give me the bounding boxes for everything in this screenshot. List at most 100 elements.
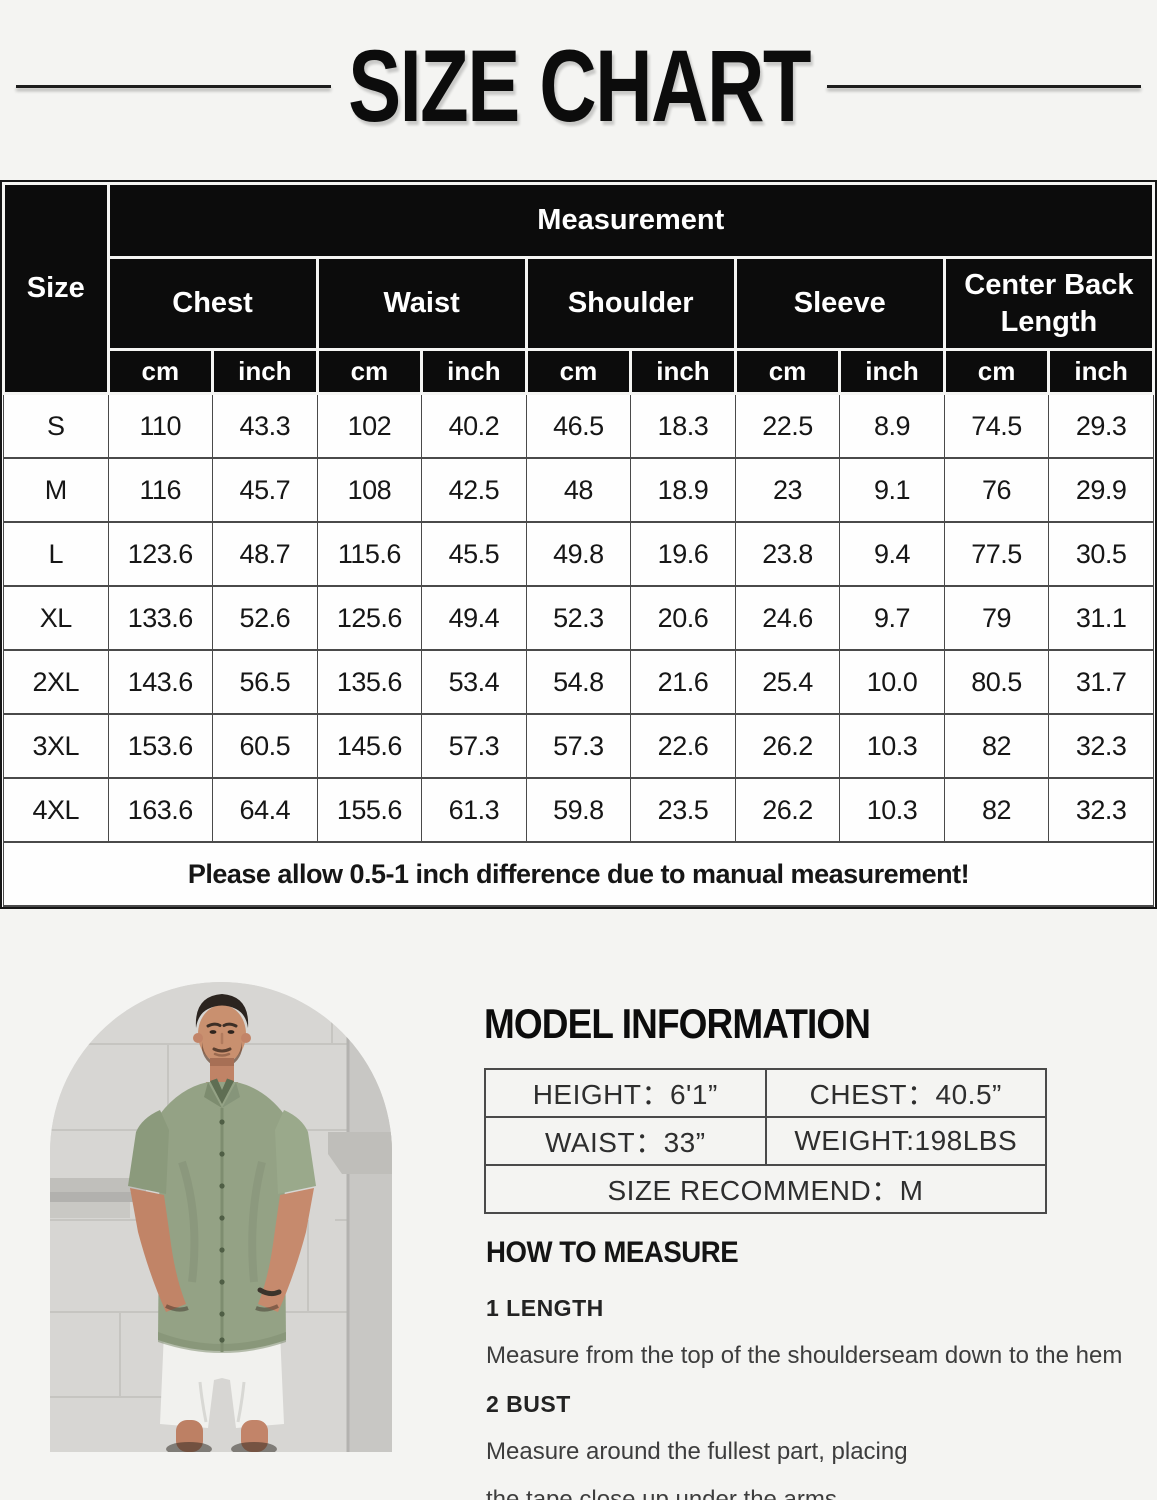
unit-header-inch: inch xyxy=(838,348,946,395)
size-table-wrap: Size Measurement Chest Waist Shoulder Sleev… xyxy=(0,180,1157,909)
measurement-value-cell: 31.7 xyxy=(1048,649,1154,715)
measurement-value-cell: 49.4 xyxy=(421,585,527,651)
size-row-3xl: 3XL 153.6 60.5 145.6 57.3 57.3 22.6 26.2 10.3 82 3… xyxy=(3,713,1154,779)
measurement-value-cell: 9.4 xyxy=(839,521,945,587)
model-information-heading: MODEL INFORMATION xyxy=(484,1000,871,1047)
measurement-value-cell: 48.7 xyxy=(212,521,318,587)
measurement-value-cell: 9.7 xyxy=(839,585,945,651)
size-label-cell: S xyxy=(3,392,109,459)
measurement-value-cell: 153.6 xyxy=(107,713,214,779)
measurement-value-cell: 56.5 xyxy=(212,649,318,715)
model-size-recommend: SIZE RECOMMEND：M xyxy=(484,1164,1047,1214)
size-table-body: S 110 43.3 102 40.2 46.5 18.3 22.5 8.9 74.5 29.3 M 1… xyxy=(3,392,1154,843)
unit-header-cm: cm xyxy=(524,348,633,395)
step-1-text: Measure from the top of the shoulderseam… xyxy=(486,1342,1123,1369)
measurement-value-cell: 77.5 xyxy=(943,521,1050,587)
measurement-value-cell: 29.3 xyxy=(1048,392,1154,459)
measurement-value-cell: 135.6 xyxy=(316,649,423,715)
measurement-value-cell: 8.9 xyxy=(839,392,945,459)
measurement-value-cell: 22.5 xyxy=(734,392,841,459)
measurement-value-cell: 10.3 xyxy=(839,713,945,779)
measurement-value-cell: 74.5 xyxy=(943,392,1050,459)
measurement-value-cell: 52.3 xyxy=(525,585,632,651)
measurement-value-cell: 82 xyxy=(943,777,1050,843)
unit-header-inch: inch xyxy=(1047,348,1155,395)
size-row-m: M 116 45.7 108 42.5 48 18.9 23 9.1 76 29.9 xyxy=(3,457,1154,523)
measurement-value-cell: 80.5 xyxy=(943,649,1050,715)
model-photo xyxy=(50,982,392,1452)
column-group-waist: Waist xyxy=(315,256,528,351)
unit-header-cm: cm xyxy=(942,348,1051,395)
measurement-value-cell: 43.3 xyxy=(212,392,318,459)
measurement-value-cell: 42.5 xyxy=(421,457,527,523)
measurement-value-cell: 133.6 xyxy=(107,585,214,651)
column-group-chest: Chest xyxy=(106,256,319,351)
model-photo-illustration xyxy=(50,982,392,1452)
measurement-value-cell: 25.4 xyxy=(734,649,841,715)
measurement-value-cell: 61.3 xyxy=(421,777,527,843)
measurement-value-cell: 24.6 xyxy=(734,585,841,651)
unit-header-inch: inch xyxy=(629,348,737,395)
measurement-value-cell: 18.3 xyxy=(630,392,736,459)
title-rule-right xyxy=(826,84,1141,88)
size-label-cell: L xyxy=(3,521,109,587)
measurement-value-cell: 60.5 xyxy=(212,713,318,779)
measurement-value-cell: 110 xyxy=(107,392,214,459)
step-2-label: 2 BUST xyxy=(486,1391,571,1417)
title-rule-left xyxy=(16,84,331,88)
measurement-value-cell: 155.6 xyxy=(316,777,423,843)
size-label-cell: M xyxy=(3,457,109,523)
size-label-cell: 4XL xyxy=(3,777,109,843)
column-group-sleeve: Sleeve xyxy=(733,256,946,351)
size-row-xl: XL 133.6 52.6 125.6 49.4 52.3 20.6 24.6 9.7 79 31.… xyxy=(3,585,1154,651)
model-information-table: HEIGHT：6'1” CHEST：40.5” WAIST：33” WEIGHT… xyxy=(484,1068,1047,1214)
measurement-value-cell: 57.3 xyxy=(525,713,632,779)
step-2-text-line-2: the tape close up under the arms xyxy=(486,1486,837,1500)
size-chart-table: Size Measurement Chest Waist Shoulder Sleev… xyxy=(2,182,1156,907)
measurement-value-cell: 52.6 xyxy=(212,585,318,651)
measurement-value-cell: 125.6 xyxy=(316,585,423,651)
size-column-header: Size xyxy=(2,182,110,395)
measurement-value-cell: 23 xyxy=(734,457,841,523)
measurement-value-cell: 23.5 xyxy=(630,777,736,843)
measurement-value-cell: 10.3 xyxy=(839,777,945,843)
measurement-value-cell: 32.3 xyxy=(1048,713,1154,779)
unit-header-cm: cm xyxy=(106,348,215,395)
measurement-value-cell: 26.2 xyxy=(734,713,841,779)
size-label-cell: XL xyxy=(3,585,109,651)
measurement-value-cell: 18.9 xyxy=(630,457,736,523)
model-waist: WAIST：33” xyxy=(484,1116,767,1166)
measurement-value-cell: 145.6 xyxy=(316,713,423,779)
unit-header-cm: cm xyxy=(315,348,424,395)
model-chest: CHEST：40.5” xyxy=(764,1068,1047,1118)
measurement-value-cell: 46.5 xyxy=(525,392,632,459)
column-group-center-back-length: Center Back Length xyxy=(942,256,1156,351)
unit-header-inch: inch xyxy=(211,348,319,395)
measurement-value-cell: 82 xyxy=(943,713,1050,779)
unit-header-inch: inch xyxy=(420,348,528,395)
measurement-value-cell: 10.0 xyxy=(839,649,945,715)
measurement-value-cell: 21.6 xyxy=(630,649,736,715)
size-row-s: S 110 43.3 102 40.2 46.5 18.3 22.5 8.9 74.5 29.3 xyxy=(3,392,1154,459)
model-weight: WEIGHT:198LBS xyxy=(764,1116,1047,1166)
measurement-value-cell: 143.6 xyxy=(107,649,214,715)
unit-header-cm: cm xyxy=(733,348,842,395)
size-row-2xl: 2XL 143.6 56.5 135.6 53.4 54.8 21.6 25.4 10.0 80.… xyxy=(3,649,1154,715)
measurement-value-cell: 64.4 xyxy=(212,777,318,843)
measurement-value-cell: 53.4 xyxy=(421,649,527,715)
measurement-value-cell: 23.8 xyxy=(734,521,841,587)
measurement-value-cell: 115.6 xyxy=(316,521,423,587)
measurement-value-cell: 40.2 xyxy=(421,392,527,459)
measurement-value-cell: 9.1 xyxy=(839,457,945,523)
measurement-value-cell: 45.7 xyxy=(212,457,318,523)
measurement-header: Measurement xyxy=(106,182,1156,259)
measurement-value-cell: 123.6 xyxy=(107,521,214,587)
column-group-shoulder: Shoulder xyxy=(524,256,737,351)
size-row-4xl: 4XL 163.6 64.4 155.6 61.3 59.8 23.5 26.2 10.3 82 3… xyxy=(3,777,1154,843)
measurement-value-cell: 45.5 xyxy=(421,521,527,587)
size-label-cell: 2XL xyxy=(3,649,109,715)
size-row-l: L 123.6 48.7 115.6 45.5 49.8 19.6 23.8 9.4 77.5 30… xyxy=(3,521,1154,587)
how-to-measure-heading: HOW TO MEASURE xyxy=(486,1236,739,1269)
measurement-value-cell: 31.1 xyxy=(1048,585,1154,651)
